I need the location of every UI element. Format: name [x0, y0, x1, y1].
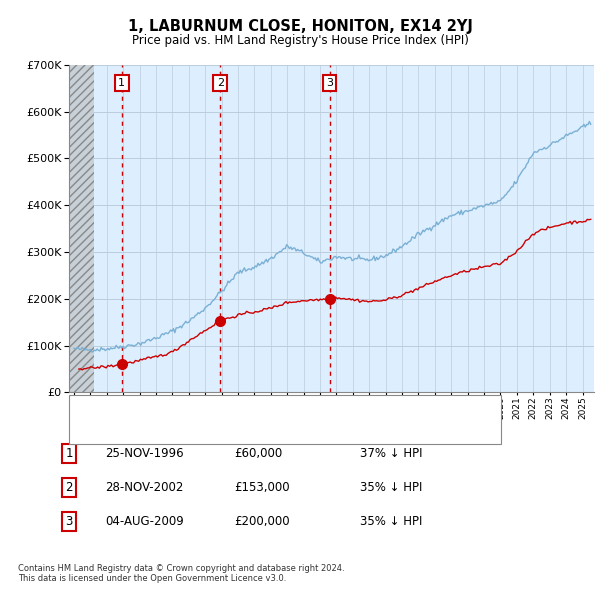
Text: 04-AUG-2009: 04-AUG-2009: [105, 515, 184, 528]
Text: 1, LABURNUM CLOSE, HONITON, EX14 2YJ (detached house): 1, LABURNUM CLOSE, HONITON, EX14 2YJ (de…: [106, 404, 419, 414]
Bar: [69, 65, 94, 392]
Text: £200,000: £200,000: [234, 515, 290, 528]
Text: 1: 1: [65, 447, 73, 460]
Text: Price paid vs. HM Land Registry's House Price Index (HPI): Price paid vs. HM Land Registry's House …: [131, 34, 469, 47]
Text: 2: 2: [65, 481, 73, 494]
Text: £153,000: £153,000: [234, 481, 290, 494]
Text: HPI: Average price, detached house, East Devon: HPI: Average price, detached house, East…: [106, 425, 358, 435]
Text: 25-NOV-1996: 25-NOV-1996: [105, 447, 184, 460]
Text: 2: 2: [217, 78, 224, 88]
Text: 37% ↓ HPI: 37% ↓ HPI: [360, 447, 422, 460]
Text: 1: 1: [118, 78, 125, 88]
Text: Contains HM Land Registry data © Crown copyright and database right 2024.
This d: Contains HM Land Registry data © Crown c…: [18, 563, 344, 583]
Text: 35% ↓ HPI: 35% ↓ HPI: [360, 481, 422, 494]
Text: 35% ↓ HPI: 35% ↓ HPI: [360, 515, 422, 528]
Text: 3: 3: [326, 78, 333, 88]
Text: 3: 3: [65, 515, 73, 528]
Text: £60,000: £60,000: [234, 447, 282, 460]
Text: 28-NOV-2002: 28-NOV-2002: [105, 481, 184, 494]
Text: 1, LABURNUM CLOSE, HONITON, EX14 2YJ: 1, LABURNUM CLOSE, HONITON, EX14 2YJ: [128, 19, 472, 34]
